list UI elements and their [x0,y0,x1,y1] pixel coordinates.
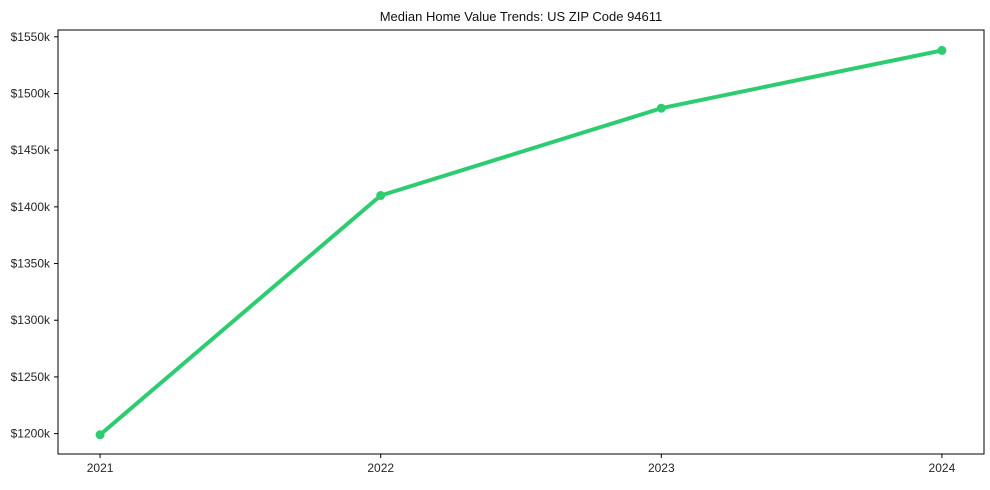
data-point-marker [656,103,666,113]
data-point-marker [937,45,947,55]
y-axis-tick-label: $1350k [11,257,51,271]
data-point-marker [376,191,386,201]
data-line [98,48,944,437]
x-axis-tick-label: 2022 [367,461,394,475]
y-axis-tick-label: $1250k [11,370,51,384]
y-axis-tick-label: $1200k [11,427,51,441]
x-axis-tick-label: 2023 [648,461,675,475]
data-point-marker [95,430,105,440]
y-axis-tick-label: $1500k [11,86,51,100]
x-axis-tick-label: 2021 [87,461,114,475]
y-axis-tick-label: $1450k [11,143,51,157]
y-axis-tick-label: $1400k [11,200,51,214]
chart-plot-area: $1200k $1250k $1300k $1350k $1400k $1450k $150… [11,29,985,475]
plot-frame [57,29,985,455]
x-axis-tick-label: 2024 [929,461,956,475]
y-axis-tick-label: $1550k [11,30,51,44]
y-axis-tick-label: $1300k [11,313,51,327]
chart-title: Median Home Value Trends: US ZIP Code 94… [380,9,663,24]
